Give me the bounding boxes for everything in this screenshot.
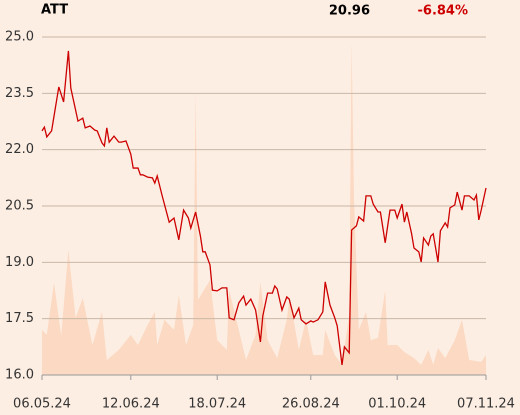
x-tick-label: 06.05.24 xyxy=(13,397,71,412)
y-tick-label: 19.0 xyxy=(5,255,34,270)
x-tick-label: 18.07.24 xyxy=(188,397,246,412)
y-tick-label: 20.5 xyxy=(5,199,34,214)
x-tick-label: 12.06.24 xyxy=(102,397,160,412)
x-tick-label: 26.08.24 xyxy=(282,397,340,412)
y-tick-label: 16.0 xyxy=(5,368,34,383)
y-tick-label: 17.5 xyxy=(5,311,34,326)
x-tick-label: 01.10.24 xyxy=(368,397,426,412)
chart-title: ATT xyxy=(41,3,68,18)
y-tick-label: 25.0 xyxy=(5,30,34,45)
price-line xyxy=(41,50,487,365)
y-tick-label: 22.0 xyxy=(5,142,34,157)
volume-area xyxy=(42,41,486,375)
change: -6.84% xyxy=(418,4,469,19)
last-price: 20.96 xyxy=(329,4,370,19)
x-tick-label: 07.11.24 xyxy=(457,397,515,412)
y-tick-label: 23.5 xyxy=(5,86,34,101)
